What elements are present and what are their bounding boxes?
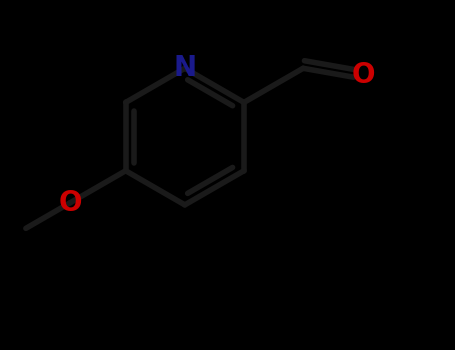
Text: O: O: [351, 62, 374, 90]
Text: O: O: [59, 189, 82, 217]
Text: N: N: [173, 54, 197, 82]
